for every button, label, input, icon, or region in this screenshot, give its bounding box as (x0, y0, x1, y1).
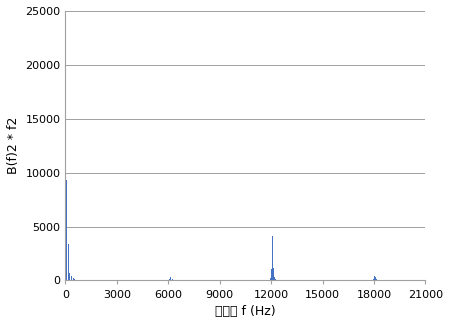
Bar (272, 236, 274, 280)
Bar (270, 278, 271, 280)
Bar (375, 277, 376, 280)
X-axis label: 周波数 f (Hz): 周波数 f (Hz) (215, 305, 276, 318)
Bar (273, 267, 274, 280)
Bar (374, 276, 375, 280)
Bar (272, 240, 273, 280)
Bar (172, 279, 173, 280)
Bar (169, 279, 170, 280)
Bar (274, 277, 275, 280)
Y-axis label: B(f)2 * f2: B(f)2 * f2 (7, 117, 20, 175)
Bar (275, 279, 276, 280)
Bar (271, 269, 272, 280)
Bar (74, 279, 76, 280)
Bar (69, 273, 70, 280)
Bar (73, 278, 74, 280)
Bar (71, 276, 72, 280)
Bar (376, 279, 377, 280)
Bar (66, 180, 67, 280)
